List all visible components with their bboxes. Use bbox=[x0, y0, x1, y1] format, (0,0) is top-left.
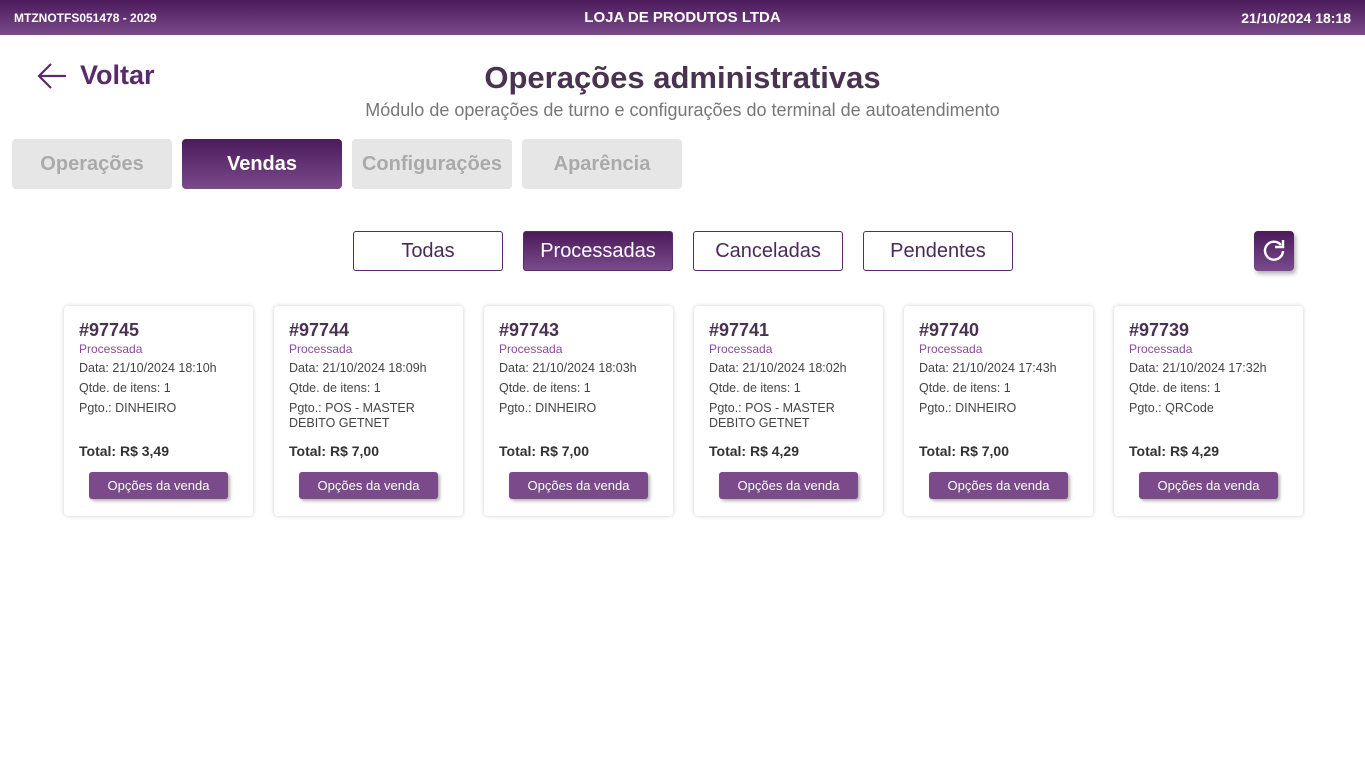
tab-vendas[interactable]: Vendas bbox=[182, 139, 342, 189]
sale-date: Data: 21/10/2024 18:09h bbox=[289, 361, 427, 375]
sale-card: #97741 Processada Data: 21/10/2024 18:02… bbox=[694, 306, 883, 516]
filter-canceladas[interactable]: Canceladas bbox=[693, 231, 843, 271]
sale-qty: Qtde. de itens: 1 bbox=[1129, 381, 1221, 395]
sale-status: Processada bbox=[79, 342, 143, 356]
sale-total: Total: R$ 7,00 bbox=[499, 443, 589, 459]
datetime: 21/10/2024 18:18 bbox=[1241, 9, 1351, 26]
sale-card: #97739 Processada Data: 21/10/2024 17:32… bbox=[1114, 306, 1303, 516]
sale-payment: Pgto.: DINHEIRO bbox=[919, 401, 1017, 415]
sale-total: Total: R$ 3,49 bbox=[79, 443, 169, 459]
sale-options-button[interactable]: Opções da venda bbox=[299, 472, 438, 499]
page-title: Operações administrativas bbox=[484, 60, 881, 95]
sale-options-button[interactable]: Opções da venda bbox=[719, 472, 858, 499]
sale-payment: Pgto.: QRCode bbox=[1129, 401, 1214, 415]
tabs: Operações Vendas Configurações Aparência bbox=[12, 139, 682, 189]
sale-status: Processada bbox=[709, 342, 773, 356]
sale-total: Total: R$ 4,29 bbox=[1129, 443, 1219, 459]
arrow-left-icon bbox=[37, 62, 66, 89]
sale-date: Data: 21/10/2024 17:32h bbox=[1129, 361, 1267, 375]
sale-status: Processada bbox=[289, 342, 353, 356]
sale-status: Processada bbox=[499, 342, 563, 356]
terminal-id: MTZNOTFS051478 - 2029 bbox=[14, 10, 157, 25]
filter-group: Todas Processadas Canceladas Pendentes bbox=[353, 231, 1013, 271]
tab-configuracoes[interactable]: Configurações bbox=[352, 139, 512, 189]
tab-aparencia[interactable]: Aparência bbox=[522, 139, 682, 189]
sale-qty: Qtde. de itens: 1 bbox=[919, 381, 1011, 395]
sale-card: #97740 Processada Data: 21/10/2024 17:43… bbox=[904, 306, 1093, 516]
sale-status: Processada bbox=[919, 342, 983, 356]
filter-todas[interactable]: Todas bbox=[353, 231, 503, 271]
page-subtitle: Módulo de operações de turno e configura… bbox=[365, 100, 1000, 120]
sale-payment: Pgto.: DINHEIRO bbox=[79, 401, 177, 415]
store-name: LOJA DE PRODUTOS LTDA bbox=[584, 9, 781, 26]
tab-operacoes[interactable]: Operações bbox=[12, 139, 172, 189]
back-button[interactable]: Voltar bbox=[36, 60, 155, 91]
sale-options-button[interactable]: Opções da venda bbox=[89, 472, 228, 499]
sales-list: #97745 Processada Data: 21/10/2024 18:10… bbox=[64, 306, 1303, 516]
sale-qty: Qtde. de itens: 1 bbox=[79, 381, 171, 395]
refresh-icon bbox=[1263, 240, 1285, 261]
sale-date: Data: 21/10/2024 17:43h bbox=[919, 361, 1057, 375]
sale-id: #97745 bbox=[79, 320, 140, 340]
sale-total: Total: R$ 7,00 bbox=[289, 443, 379, 459]
filter-pendentes[interactable]: Pendentes bbox=[863, 231, 1013, 271]
top-bar: MTZNOTFS051478 - 2029 LOJA DE PRODUTOS L… bbox=[0, 0, 1365, 35]
sale-id: #97739 bbox=[1129, 320, 1190, 340]
sale-card: #97743 Processada Data: 21/10/2024 18:03… bbox=[484, 306, 673, 516]
sale-payment: Pgto.: POS - MASTER DEBITO GETNET bbox=[289, 401, 415, 430]
sale-id: #97743 bbox=[499, 320, 560, 340]
sale-date: Data: 21/10/2024 18:02h bbox=[709, 361, 847, 375]
refresh-button[interactable] bbox=[1254, 231, 1294, 271]
sale-card: #97744 Processada Data: 21/10/2024 18:09… bbox=[274, 306, 463, 516]
sale-options-button[interactable]: Opções da venda bbox=[1139, 472, 1278, 499]
sale-qty: Qtde. de itens: 1 bbox=[289, 381, 381, 395]
sale-id: #97744 bbox=[289, 320, 350, 340]
back-label: Voltar bbox=[80, 60, 155, 90]
sale-id: #97740 bbox=[919, 320, 980, 340]
filter-processadas[interactable]: Processadas bbox=[523, 231, 673, 271]
sale-total: Total: R$ 7,00 bbox=[919, 443, 1009, 459]
sale-qty: Qtde. de itens: 1 bbox=[499, 381, 591, 395]
sale-options-button[interactable]: Opções da venda bbox=[929, 472, 1068, 499]
sale-payment: Pgto.: DINHEIRO bbox=[499, 401, 597, 415]
sale-total: Total: R$ 4,29 bbox=[709, 443, 799, 459]
sale-date: Data: 21/10/2024 18:10h bbox=[79, 361, 217, 375]
sale-payment: Pgto.: POS - MASTER DEBITO GETNET bbox=[709, 401, 835, 430]
sale-qty: Qtde. de itens: 1 bbox=[709, 381, 801, 395]
sale-card: #97745 Processada Data: 21/10/2024 18:10… bbox=[64, 306, 253, 516]
sale-status: Processada bbox=[1129, 342, 1193, 356]
sale-date: Data: 21/10/2024 18:03h bbox=[499, 361, 637, 375]
sale-options-button[interactable]: Opções da venda bbox=[509, 472, 648, 499]
sale-id: #97741 bbox=[709, 320, 770, 340]
